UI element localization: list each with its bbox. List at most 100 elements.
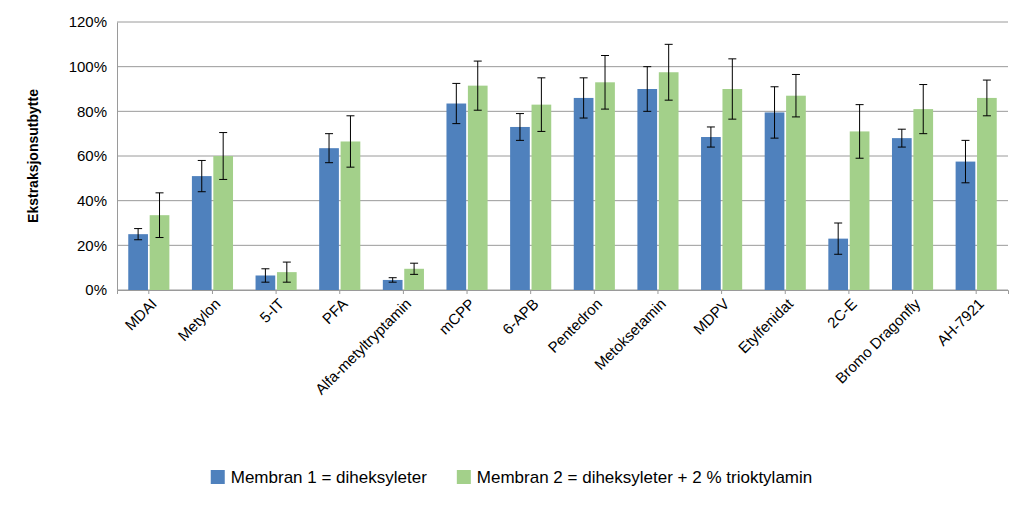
error-cap — [389, 277, 397, 278]
error-cap — [961, 182, 969, 183]
error-line — [923, 85, 924, 134]
bar — [595, 82, 615, 290]
error-bar — [474, 61, 482, 110]
error-line — [901, 129, 902, 147]
legend-item: Membran 2 = diheksyleter + 2 % trioktyla… — [457, 468, 812, 487]
error-bar — [134, 229, 142, 240]
bar — [637, 89, 657, 290]
error-line — [456, 83, 457, 123]
chart: 0%20%40%60%80%100%120%MDAIMetylon5-ITPFA… — [0, 0, 1023, 507]
y-axis-title: Ekstraksjonsutbytte — [25, 89, 41, 223]
bar — [892, 138, 912, 290]
x-tick: Etylfenidat — [735, 290, 797, 356]
error-cap — [346, 115, 354, 116]
x-tick-mark — [339, 290, 340, 294]
series — [150, 44, 997, 290]
error-line — [965, 140, 966, 182]
x-tick-mark — [276, 290, 277, 294]
error-bar — [919, 85, 927, 134]
error-line — [838, 223, 839, 254]
error-line — [986, 80, 987, 116]
bar — [574, 98, 594, 290]
error-cap — [156, 237, 164, 238]
x-tick-label: Metoksetamin — [591, 295, 669, 373]
error-cap — [792, 116, 800, 117]
plot: 0%20%40%60%80%100%120%MDAIMetylon5-ITPFA… — [69, 13, 1009, 397]
bar — [913, 109, 933, 290]
error-cap — [537, 77, 545, 78]
x-tick-label: 2C-E — [824, 295, 860, 331]
error-cap — [283, 282, 291, 283]
error-cap — [898, 129, 906, 130]
x-tick-mark — [976, 290, 977, 294]
x-tick: MDAI — [121, 290, 160, 333]
bar — [319, 148, 339, 290]
x-tick: AH-7921 — [933, 290, 987, 349]
error-cap — [771, 138, 779, 139]
legend-label: Membran 2 = diheksyleter + 2 % trioktyla… — [477, 468, 812, 487]
error-cap — [983, 80, 991, 81]
error-bar — [643, 67, 651, 112]
error-cap — [219, 179, 227, 180]
error-cap — [898, 147, 906, 148]
y-tick-label: 100% — [69, 58, 107, 75]
x-tick: PFA — [319, 290, 351, 327]
error-cap — [771, 86, 779, 87]
error-cap — [325, 162, 333, 163]
error-cap — [134, 239, 142, 240]
x-axis: MDAI Metylon 5-IT PFAAlfa-metyltryptamin mCP… — [118, 290, 1009, 398]
error-line — [350, 116, 351, 167]
x-tick-mark — [912, 290, 913, 294]
error-cap — [643, 111, 651, 112]
error-cap — [665, 44, 673, 45]
x-tick: MDPV — [690, 290, 733, 338]
error-cap — [834, 223, 842, 224]
x-tick-label: MDAI — [121, 295, 160, 334]
x-tick: Metylon — [174, 290, 223, 344]
error-bar — [856, 105, 864, 159]
x-tick: Pentedron — [544, 290, 605, 356]
error-line — [159, 193, 160, 238]
error-cap — [601, 109, 609, 110]
x-tick: Alfa-metyltryptamin — [312, 290, 415, 398]
error-cap — [707, 147, 715, 148]
x-tick: 5-IT — [256, 290, 287, 326]
bar — [532, 105, 552, 290]
grid-line — [117, 66, 1008, 67]
error-cap — [792, 74, 800, 75]
bar — [977, 98, 997, 290]
legend: Membran 1 = diheksyleter Membran 2 = dihe… — [211, 468, 813, 487]
error-cap — [198, 191, 206, 192]
x-tick-label: Etylfenidat — [735, 294, 797, 356]
y-tick: 0% — [85, 281, 117, 298]
error-bar — [452, 83, 460, 123]
error-cap — [919, 133, 927, 134]
error-cap — [728, 58, 736, 59]
y-tick: 60% — [77, 147, 117, 164]
error-line — [223, 133, 224, 180]
legend-item: Membran 1 = diheksyleter — [211, 468, 427, 487]
error-line — [795, 74, 796, 116]
grid — [117, 22, 1008, 290]
error-cap — [325, 133, 333, 134]
x-tick: 6-APB — [499, 290, 542, 338]
error-line — [138, 229, 139, 240]
x-axis-line — [118, 291, 1009, 295]
error-bar — [283, 262, 291, 282]
error-cap — [537, 131, 545, 132]
bar — [446, 104, 466, 290]
error-line — [265, 269, 266, 282]
x-tick: 2C-E — [824, 290, 860, 331]
series — [128, 67, 975, 290]
y-tick-label: 20% — [77, 237, 107, 254]
x-tick: Bromo Dragonfly — [832, 290, 924, 387]
error-cap — [410, 263, 418, 264]
error-cap — [452, 123, 460, 124]
error-line — [477, 61, 478, 110]
x-tick: mCPP — [435, 290, 478, 338]
grid-line — [117, 111, 1008, 112]
x-tick-label: Alfa-metyltryptamin — [312, 295, 415, 398]
error-cap — [346, 167, 354, 168]
error-bar — [601, 56, 609, 110]
x-tick-mark — [467, 290, 468, 294]
